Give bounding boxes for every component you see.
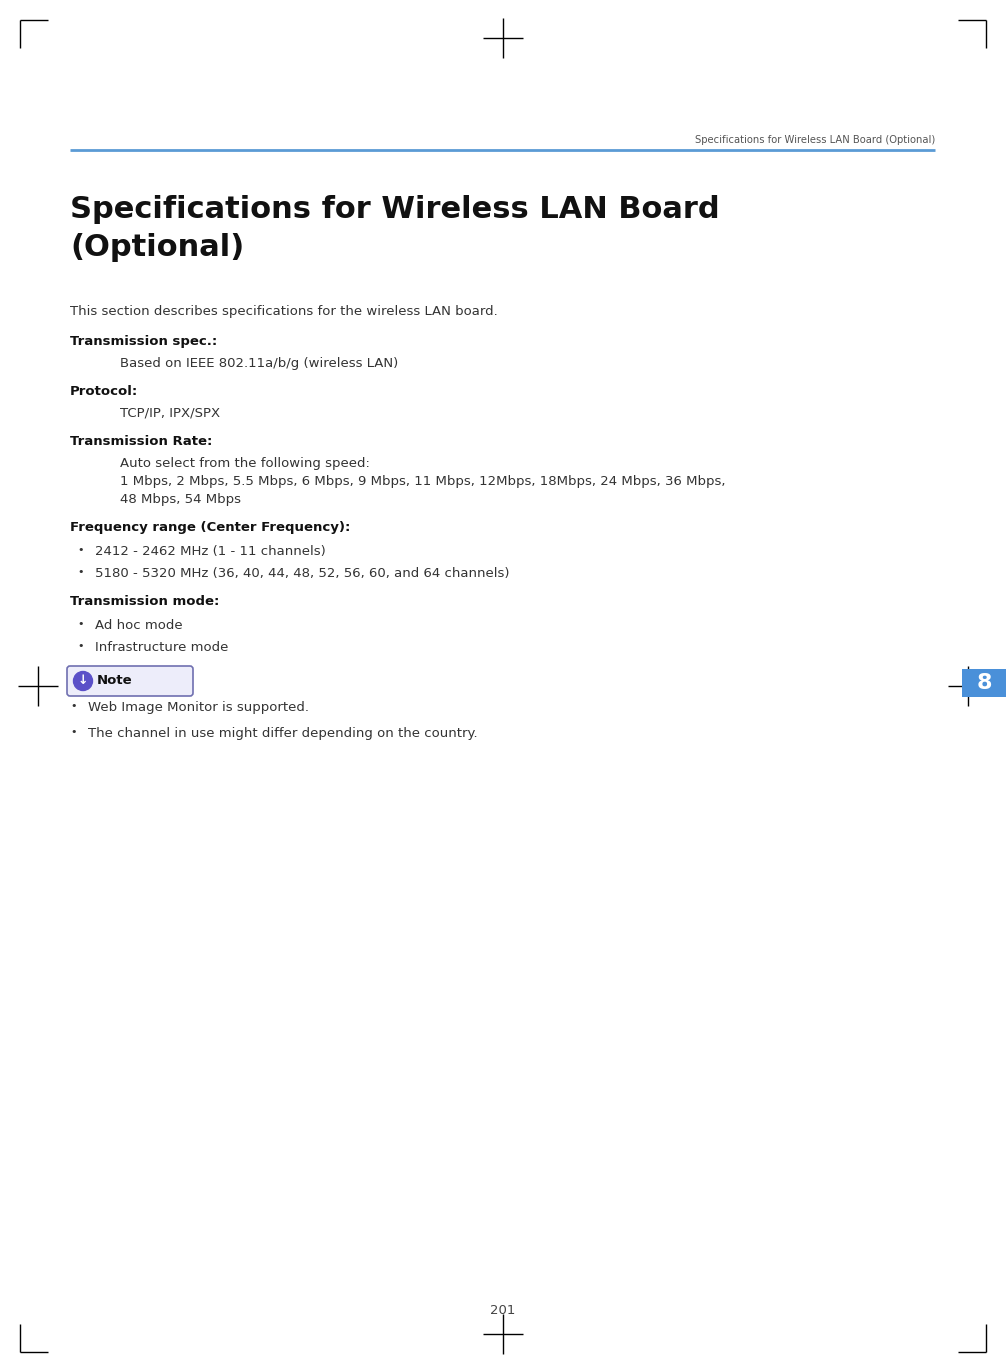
- FancyBboxPatch shape: [962, 670, 1006, 697]
- Text: Auto select from the following speed:: Auto select from the following speed:: [120, 457, 370, 471]
- Text: Protocol:: Protocol:: [70, 386, 138, 398]
- Text: •: •: [77, 567, 85, 578]
- Text: 48 Mbps, 54 Mbps: 48 Mbps, 54 Mbps: [120, 493, 241, 506]
- Text: Ad hoc mode: Ad hoc mode: [95, 619, 183, 632]
- Text: The channel in use might differ depending on the country.: The channel in use might differ dependin…: [88, 727, 478, 740]
- Text: Transmission spec.:: Transmission spec.:: [70, 335, 217, 348]
- Text: •: •: [77, 641, 85, 650]
- Text: Note: Note: [97, 675, 133, 687]
- Text: 5180 - 5320 MHz (36, 40, 44, 48, 52, 56, 60, and 64 channels): 5180 - 5320 MHz (36, 40, 44, 48, 52, 56,…: [95, 567, 509, 580]
- Text: •: •: [77, 545, 85, 556]
- Text: Transmission Rate:: Transmission Rate:: [70, 435, 212, 449]
- Text: •: •: [77, 619, 85, 628]
- Text: Frequency range (Center Frequency):: Frequency range (Center Frequency):: [70, 521, 350, 534]
- Text: 201: 201: [490, 1303, 516, 1317]
- Text: TCP/IP, IPX/SPX: TCP/IP, IPX/SPX: [120, 407, 220, 420]
- Text: Web Image Monitor is supported.: Web Image Monitor is supported.: [88, 701, 309, 713]
- Text: Specifications for Wireless LAN Board (Optional): Specifications for Wireless LAN Board (O…: [695, 134, 935, 145]
- Text: 1 Mbps, 2 Mbps, 5.5 Mbps, 6 Mbps, 9 Mbps, 11 Mbps, 12Mbps, 18Mbps, 24 Mbps, 36 M: 1 Mbps, 2 Mbps, 5.5 Mbps, 6 Mbps, 9 Mbps…: [120, 475, 725, 488]
- Circle shape: [73, 671, 93, 690]
- Text: ↓: ↓: [77, 675, 89, 687]
- Text: 8: 8: [976, 674, 992, 693]
- Text: Based on IEEE 802.11a/b/g (wireless LAN): Based on IEEE 802.11a/b/g (wireless LAN): [120, 357, 398, 370]
- Text: (Optional): (Optional): [70, 233, 244, 262]
- Text: 2412 - 2462 MHz (1 - 11 channels): 2412 - 2462 MHz (1 - 11 channels): [95, 545, 326, 558]
- Text: •: •: [70, 727, 77, 737]
- Text: •: •: [70, 701, 77, 711]
- Text: Transmission mode:: Transmission mode:: [70, 595, 219, 608]
- FancyBboxPatch shape: [67, 665, 193, 696]
- Text: Specifications for Wireless LAN Board: Specifications for Wireless LAN Board: [70, 195, 719, 224]
- Text: Infrastructure mode: Infrastructure mode: [95, 641, 228, 654]
- Text: This section describes specifications for the wireless LAN board.: This section describes specifications fo…: [70, 305, 498, 318]
